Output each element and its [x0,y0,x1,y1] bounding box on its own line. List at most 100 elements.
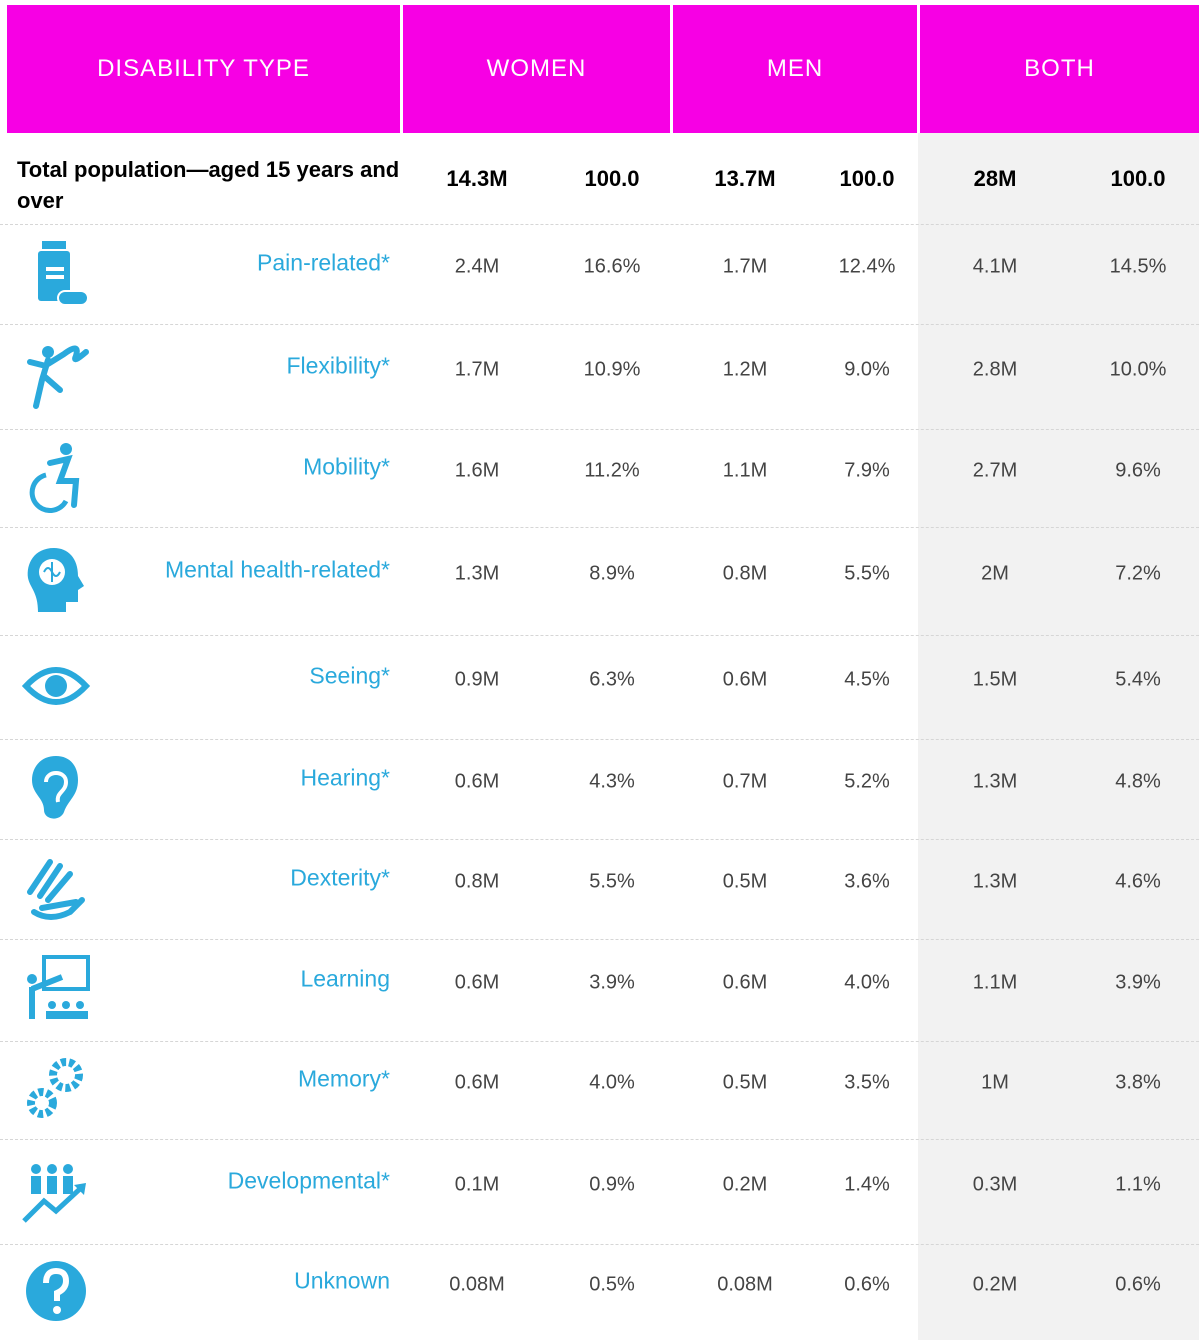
both-column-background [918,133,1199,1340]
header-cell: MEN [673,5,917,133]
cell-value: 1.1% [1115,1173,1161,1195]
header-separator [400,14,403,133]
cell-value: 0.6M [722,971,768,994]
table-row [0,528,1199,636]
table-row [0,636,1199,740]
cell-value: 1.3M [454,562,500,585]
cell-value: 4.3% [589,770,635,793]
cell-value: 1.7M [454,358,500,380]
cell-value: 1M [981,1071,1009,1094]
cell-value: 0.6M [454,971,500,994]
table-row [0,325,1199,430]
table-row [0,430,1199,528]
row-icon [29,443,80,513]
cell-value: 1.1M [972,971,1018,994]
table-row [0,940,1199,1042]
cell-value: 5.5% [589,870,635,893]
cell-value: 5.5% [844,562,890,585]
row-label: Learning [300,965,390,992]
cell-value: 100.0 [839,166,895,191]
table-row [0,1042,1199,1140]
cell-value: 1.1M [722,459,768,482]
row-label: Seeing* [309,662,390,689]
cell-value: 0.6% [844,1273,890,1295]
cell-value: 0.2M [722,1173,768,1195]
cell-value: 0.7M [722,770,768,793]
cell-value: 4.5% [844,668,890,691]
row-icon [26,1260,86,1321]
cell-value: 9.0% [844,358,890,380]
cell-value: 0.5% [589,1273,635,1295]
cell-value: 11.2% [584,459,640,482]
header-separator [670,14,673,133]
cell-value: 0.5M [722,870,768,893]
cell-value: 3.8% [1115,1071,1161,1094]
cell-value: 14.3M [446,166,508,191]
header-text: MEN [766,55,824,82]
cell-value: 3.9% [1115,971,1161,994]
cell-value: 1.2M [722,358,768,380]
cell-value: 3.6% [844,870,890,893]
cell-value: 28M [973,166,1017,191]
row-icon [27,1058,83,1118]
cell-value: 0.9% [589,1173,635,1195]
header-cell: BOTH [920,5,1199,133]
row-label: Unknown [294,1267,390,1293]
cell-value: 0.8M [722,562,768,585]
cell-value: 4.6% [1115,870,1161,893]
cell-value: 1.3M [972,870,1018,893]
row-label: Hearing* [300,764,391,791]
cell-value: 10.0% [1109,358,1167,380]
cell-value: 7.2% [1115,562,1161,585]
row-icon [27,548,84,612]
row-icon [38,241,89,306]
table-row [0,1140,1199,1245]
row-label: Total population—aged 15 years and over [17,157,400,213]
header-text: WOMEN [486,55,587,82]
row-icon [32,756,78,819]
cell-value: 9.6% [1115,459,1161,482]
cell-value: 0.08M [449,1273,505,1295]
cell-value: 100.0 [584,166,640,191]
cell-value: 0.5M [722,1071,768,1094]
table-row [0,740,1199,840]
cell-value: 0.8M [454,870,500,893]
row-label: Memory* [297,1065,390,1092]
header-cell: DISABILITY TYPE [7,5,400,133]
cell-value: 0.3M [972,1173,1018,1195]
cell-value: 0.9M [454,668,500,691]
cell-value: 0.6% [1115,1273,1161,1295]
cell-value: 4.0% [844,971,890,994]
cell-value: 4.1M [972,255,1018,278]
cell-value: 8.9% [589,562,635,585]
row-label: Flexibility* [286,352,390,378]
row-label: Mental health-related* [164,556,390,583]
table-row [0,225,1199,325]
cell-value: 3.9% [589,971,635,994]
header-text: BOTH [1024,55,1095,82]
row-icon [22,1163,86,1223]
cell-value: 1.7M [722,255,768,278]
row-icon [27,955,90,1019]
header-separator [917,14,920,133]
cell-value: 4.0% [589,1071,635,1094]
cell-value: 1.3M [972,770,1018,793]
row-icon [27,345,89,409]
cell-value: 1.5M [972,668,1018,691]
cell-value: 0.2M [972,1273,1018,1295]
cell-value: 0.6M [454,770,500,793]
table-row [0,133,1199,225]
table-row [0,840,1199,940]
cell-value: 5.2% [844,770,890,793]
cell-value: 7.9% [844,459,890,482]
row-label: Dexterity* [290,864,390,891]
row-label: Developmental* [227,1167,390,1193]
row-label: Mobility* [303,453,390,480]
cell-value: 12.4% [838,255,896,278]
row-label: Pain-related* [257,249,390,276]
cell-value: 2M [981,562,1009,585]
cell-value: 2.4M [454,255,500,278]
cell-value: 1.6M [454,459,500,482]
cell-value: 2.8M [972,358,1018,380]
